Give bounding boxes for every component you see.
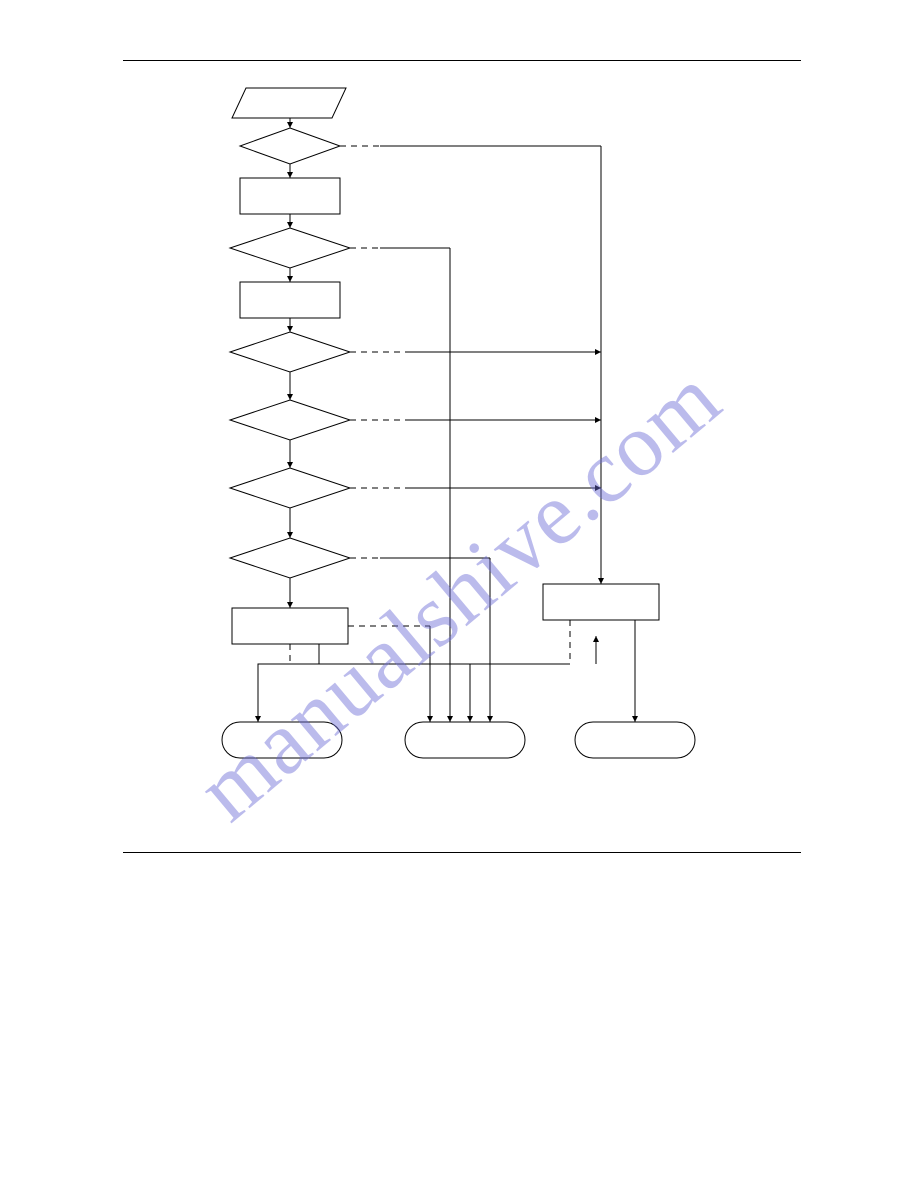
node-t3 <box>575 722 695 758</box>
node-d6 <box>230 538 350 578</box>
node-p1 <box>240 178 340 214</box>
node-d2 <box>230 228 350 268</box>
node-d5 <box>230 468 350 508</box>
node-d1 <box>240 128 340 164</box>
node-input <box>232 88 346 118</box>
page-container: manualshive.com <box>0 0 918 1188</box>
edge <box>290 664 470 722</box>
edge <box>258 664 290 722</box>
node-p3 <box>232 608 348 644</box>
node-d4 <box>230 400 350 440</box>
node-t1 <box>222 722 342 758</box>
node-t2 <box>405 722 525 758</box>
flowchart-svg <box>0 0 918 1188</box>
node-p4 <box>543 584 659 620</box>
node-p2 <box>240 282 340 318</box>
node-d3 <box>230 332 350 372</box>
